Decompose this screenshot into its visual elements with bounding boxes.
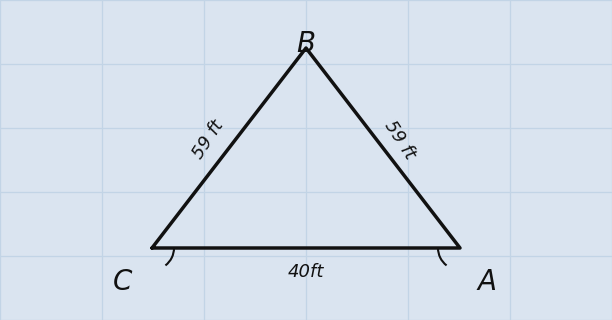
Text: B: B (296, 30, 316, 58)
Text: 40ft: 40ft (288, 263, 324, 281)
Text: C: C (113, 268, 132, 296)
Text: A: A (477, 268, 496, 296)
Text: 59 ft: 59 ft (189, 117, 227, 163)
Text: 59 ft: 59 ft (381, 117, 419, 163)
